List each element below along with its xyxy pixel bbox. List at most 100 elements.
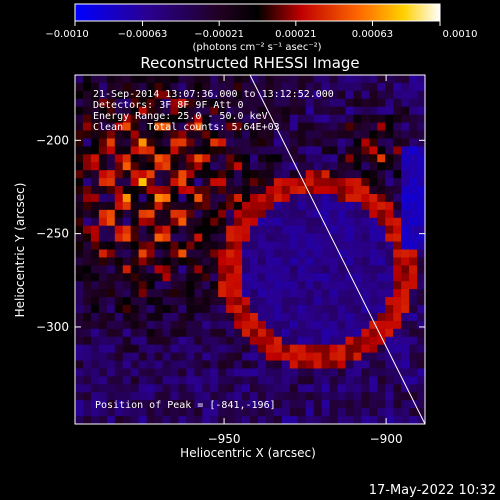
heatmap-cell bbox=[202, 336, 211, 346]
heatmap-cell bbox=[98, 233, 108, 242]
heatmap-cell bbox=[202, 360, 211, 369]
heatmap-cell bbox=[337, 241, 346, 250]
heatmap-cell bbox=[409, 75, 418, 84]
heatmap-cell bbox=[178, 257, 187, 266]
heatmap-cell bbox=[361, 146, 370, 155]
heatmap-cell bbox=[401, 328, 410, 338]
heatmap-cell bbox=[409, 122, 418, 131]
heatmap-cell bbox=[337, 265, 346, 274]
heatmap-cell bbox=[186, 225, 195, 235]
heatmap-cell bbox=[170, 336, 179, 346]
heatmap-cell bbox=[82, 376, 92, 385]
heatmap-cell bbox=[218, 75, 227, 84]
heatmap-cell bbox=[369, 352, 378, 361]
heatmap-cell bbox=[281, 217, 291, 227]
heatmap-cell bbox=[409, 312, 418, 322]
heatmap-cell bbox=[114, 106, 124, 116]
heatmap-cell bbox=[257, 186, 267, 195]
heatmap-cell bbox=[417, 273, 425, 282]
heatmap-cell bbox=[90, 305, 100, 314]
heatmap-cell bbox=[234, 352, 243, 361]
x-tick-label: −950 bbox=[208, 432, 241, 446]
heatmap-cell bbox=[122, 297, 132, 306]
heatmap-cell bbox=[417, 114, 425, 123]
heatmap-cell bbox=[273, 154, 283, 163]
heatmap-cell bbox=[210, 130, 219, 139]
heatmap-cell bbox=[234, 281, 243, 290]
heatmap-cell bbox=[337, 368, 346, 377]
heatmap-cell bbox=[409, 98, 418, 108]
heatmap-cell bbox=[393, 146, 402, 155]
heatmap-cell bbox=[82, 281, 92, 290]
heatmap-cell bbox=[98, 305, 108, 314]
heatmap-cell bbox=[401, 154, 410, 163]
heatmap-cell bbox=[297, 281, 307, 290]
heatmap-cell bbox=[90, 320, 100, 330]
heatmap-cell bbox=[138, 249, 147, 258]
heatmap-cell bbox=[409, 201, 418, 211]
heatmap-cell bbox=[154, 408, 163, 417]
heatmap-cell bbox=[162, 384, 171, 393]
heatmap-cell bbox=[321, 376, 330, 385]
heatmap-cell bbox=[242, 249, 251, 258]
heatmap-cell bbox=[138, 154, 147, 163]
heatmap-cell bbox=[353, 82, 362, 92]
heatmap-cell bbox=[289, 106, 299, 116]
heatmap-cell bbox=[353, 114, 362, 123]
heatmap-cell bbox=[281, 400, 291, 409]
colorbar-tick-label: −0.0010 bbox=[45, 29, 88, 40]
heatmap-cell bbox=[353, 360, 362, 369]
heatmap-cell bbox=[130, 368, 140, 377]
heatmap-cell bbox=[194, 305, 203, 314]
heatmap-cell bbox=[210, 162, 219, 171]
heatmap-cell bbox=[417, 305, 425, 314]
heatmap-cell bbox=[114, 130, 124, 139]
heatmap-cell bbox=[345, 217, 354, 227]
heatmap-cell bbox=[82, 154, 92, 163]
heatmap-cell bbox=[75, 82, 84, 92]
heatmap-cell bbox=[178, 416, 187, 424]
heatmap-cell bbox=[337, 249, 346, 258]
heatmap-cell bbox=[242, 281, 251, 290]
heatmap-cell bbox=[265, 368, 275, 377]
heatmap-cell bbox=[234, 376, 243, 385]
heatmap-cell bbox=[90, 273, 100, 282]
heatmap-cell bbox=[178, 312, 187, 322]
heatmap-cell bbox=[226, 225, 235, 235]
heatmap-cell bbox=[162, 408, 171, 417]
heatmap-cell bbox=[146, 75, 155, 84]
heatmap-cell bbox=[106, 201, 116, 211]
heatmap-cell bbox=[138, 209, 147, 219]
heatmap-cell bbox=[361, 305, 370, 314]
heatmap-cell bbox=[401, 114, 410, 123]
heatmap-cell bbox=[353, 336, 362, 346]
heatmap-cell bbox=[75, 209, 84, 219]
heatmap-cell bbox=[162, 336, 171, 346]
heatmap-cell bbox=[194, 416, 203, 424]
heatmap-cell bbox=[281, 154, 291, 163]
heatmap-cell bbox=[313, 416, 322, 424]
heatmap-cell bbox=[130, 193, 140, 203]
heatmap-cell bbox=[345, 186, 354, 195]
heatmap-cell bbox=[218, 265, 227, 274]
heatmap-cell bbox=[75, 225, 84, 235]
heatmap-cell bbox=[265, 114, 275, 123]
heatmap-cell bbox=[385, 392, 394, 401]
heatmap-cell bbox=[242, 201, 251, 211]
heatmap-cell bbox=[106, 233, 116, 242]
heatmap-cell bbox=[170, 249, 179, 258]
heatmap-cell bbox=[305, 312, 315, 322]
heatmap-cell bbox=[75, 360, 84, 369]
heatmap-cell bbox=[377, 90, 386, 100]
heatmap-cell bbox=[353, 241, 362, 250]
heatmap-cell bbox=[297, 193, 307, 203]
heatmap-cell bbox=[154, 241, 163, 250]
heatmap-cell bbox=[210, 178, 219, 187]
heatmap-cell bbox=[234, 312, 243, 322]
heatmap-cell bbox=[90, 201, 100, 211]
heatmap-cell bbox=[329, 249, 338, 258]
heatmap-cell bbox=[138, 233, 147, 242]
heatmap-cell bbox=[218, 400, 227, 409]
heatmap-cell bbox=[353, 281, 362, 290]
